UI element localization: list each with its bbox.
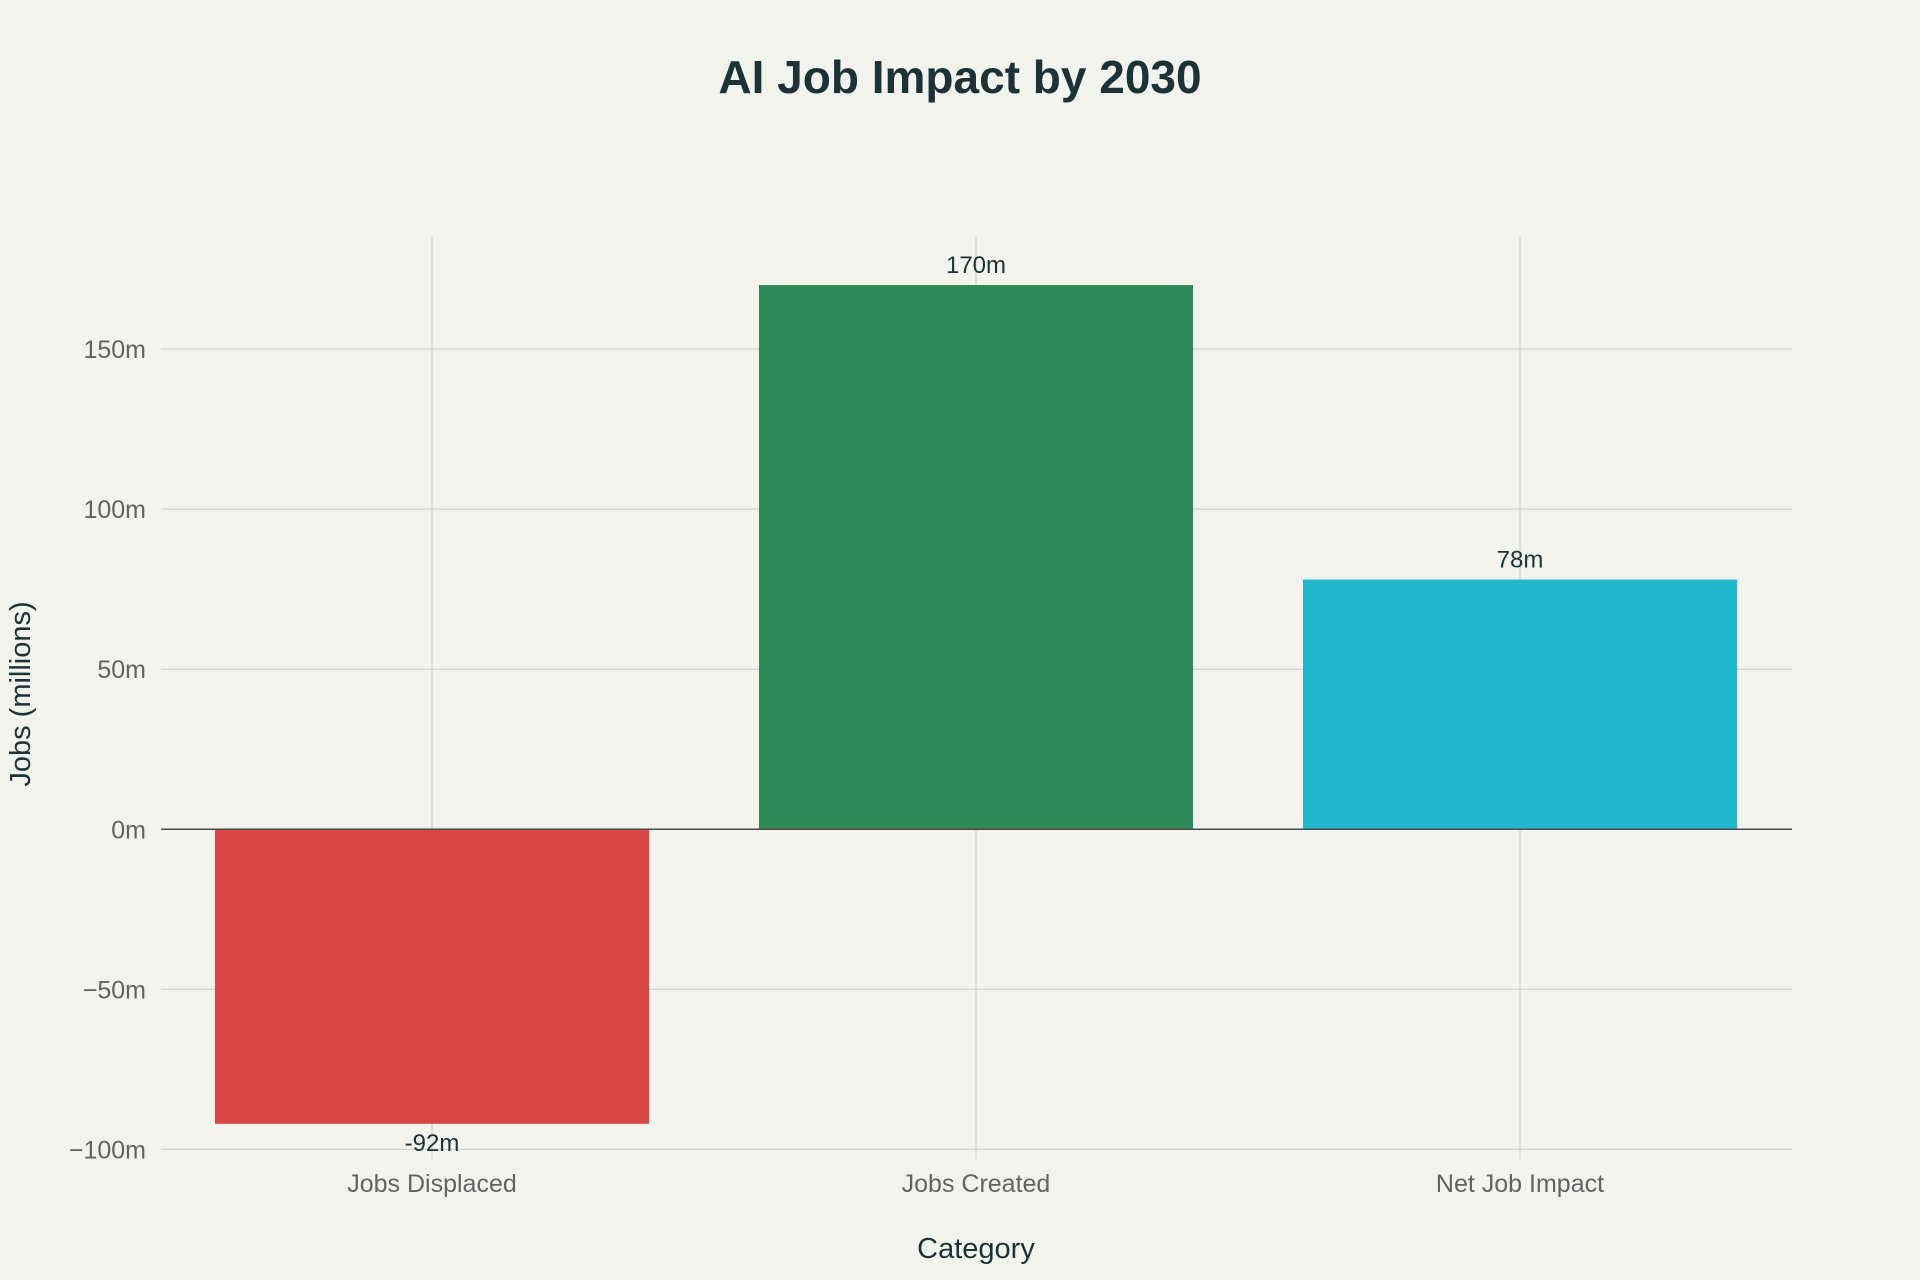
y-tick-label: −50m — [83, 976, 146, 1004]
axis-ticks: −100m −50m 0m 50m 100m 150m Jobs Displaced Jobs… — [69, 336, 1604, 1198]
x-tick-label: Jobs Created — [902, 1170, 1051, 1198]
x-tick-label: Jobs Displaced — [347, 1170, 517, 1198]
y-tick-label: 50m — [97, 656, 146, 684]
y-tick-label: 100m — [83, 496, 146, 524]
y-tick-label: −100m — [69, 1136, 146, 1164]
bar — [215, 829, 649, 1124]
data-label: -92m — [405, 1130, 460, 1157]
y-tick-label: 0m — [111, 816, 146, 844]
y-tick-label: 150m — [83, 336, 146, 364]
y-axis-title: Jobs (millions) — [5, 601, 37, 786]
x-axis-title: Category — [917, 1233, 1035, 1265]
x-tick-label: Net Job Impact — [1436, 1170, 1604, 1198]
data-label: 78m — [1497, 547, 1544, 574]
bars — [215, 285, 1737, 1124]
data-labels: -92m 170m 78m — [405, 252, 1544, 1157]
bar — [1303, 579, 1737, 830]
data-label: 170m — [946, 252, 1006, 279]
chart-title: AI Job Impact by 2030 — [718, 51, 1201, 103]
bar — [759, 285, 1193, 830]
